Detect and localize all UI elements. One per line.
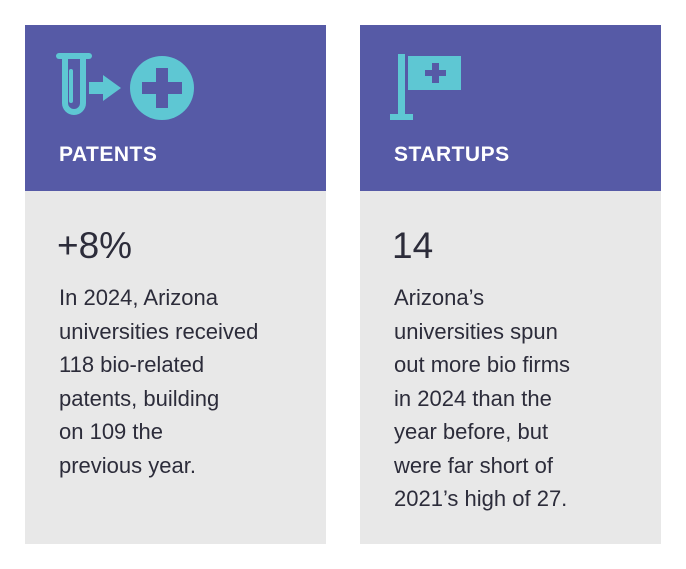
startups-description-line: in 2024 than the [394,385,552,411]
startups-description-line: out more bio firms [394,352,571,377]
startups-description-line: universities spun [394,318,558,344]
startups-description-line: year before, but [394,419,549,444]
startups-label: STARTUPS [394,143,510,166]
startups-card: STARTUPS 14 Arizona’s universities spun … [360,25,661,544]
patents-card: PATENTS +8% In 2024, Arizona universitie… [25,25,326,544]
patents-card-header: PATENTS [25,25,326,191]
startups-card-header: STARTUPS [360,25,661,191]
startups-description-line: were far short of [394,452,553,478]
patents-description-line: In 2024, Arizona [59,285,219,310]
test-tube-arrow-medical-cross-icon [56,53,194,120]
flag-medical-cross-icon [390,54,461,120]
patents-description-line: patents, building [59,385,220,411]
startups-description: Arizona’s universities spun out more bio… [394,281,649,516]
patents-description-line: universities received [59,318,259,344]
patents-description-line: on 109 the [59,419,163,444]
patents-stat: +8% [57,225,133,266]
startups-description-line: Arizona’s [394,285,485,310]
patents-description-line: 118 bio-related [59,352,205,377]
startups-description-line: 2021’s high of 27. [394,486,568,511]
patents-description: In 2024, Arizona universities received 1… [59,281,314,482]
patents-label: PATENTS [59,143,158,166]
startups-stat: 14 [392,225,434,266]
patents-description-line: previous year. [59,452,196,478]
